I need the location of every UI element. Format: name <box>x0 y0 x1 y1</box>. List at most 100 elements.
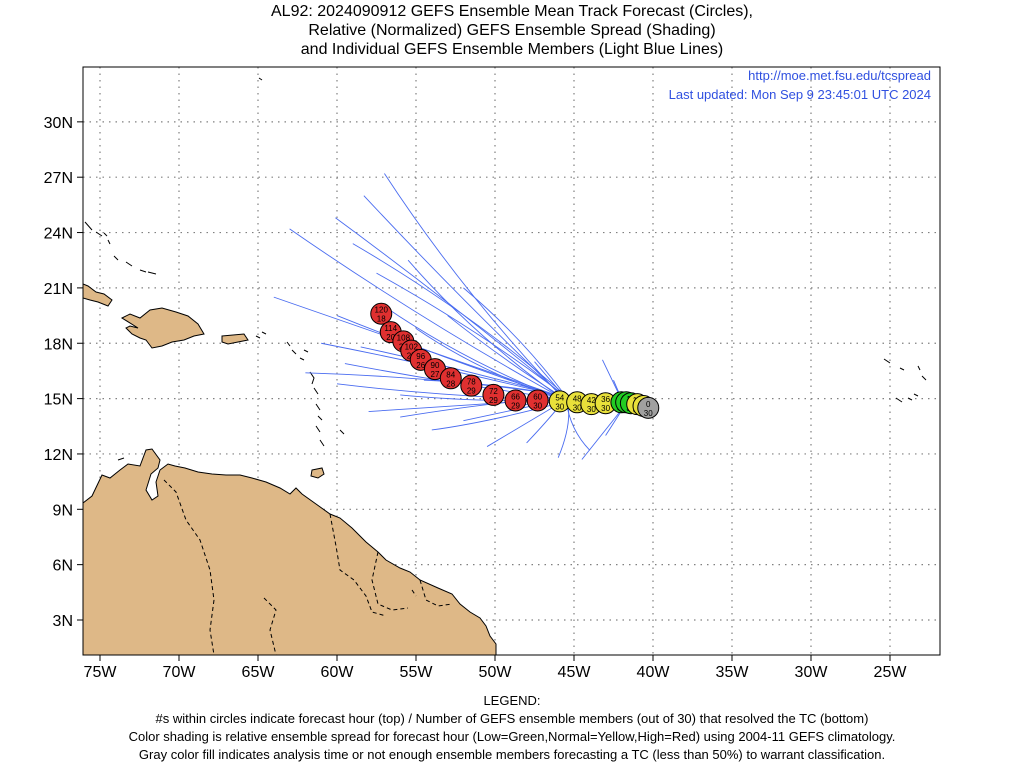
trinidad-island <box>310 467 325 479</box>
lat-tick-label: 30N <box>44 115 73 132</box>
track-hour: 114 <box>384 324 397 333</box>
legend: LEGEND: #s within circles indicate forec… <box>0 692 1024 764</box>
title-line-1: AL92: 2024090912 GEFS Ensemble Mean Trac… <box>271 3 753 20</box>
lon-tick-label: 25W <box>874 664 908 681</box>
track-point: 030 <box>637 396 660 419</box>
track-hour: 54 <box>555 393 564 402</box>
lon-tick-label: 50W <box>479 664 513 681</box>
bahamas-islets <box>103 232 108 237</box>
french-guiana-border <box>419 579 453 607</box>
axis-ticks: 75W 70W 65W 60W 55W 50W 45W 40W 35W 30W 25W 3N 6N 9N 1… <box>44 115 908 681</box>
lon-tick-label: 60W <box>321 664 355 681</box>
track-hour: 84 <box>446 370 455 379</box>
lat-tick-label: 15N <box>44 392 73 409</box>
title-line-3: and Individual GEFS Ensemble Members (Li… <box>300 41 724 58</box>
track-hour: 60 <box>533 392 542 401</box>
track-circle <box>482 383 505 406</box>
lon-tick-label: 40W <box>637 664 671 681</box>
track-members: 27 <box>431 370 440 379</box>
track-members: 29 <box>511 401 520 410</box>
track-hour: 36 <box>601 395 610 404</box>
track-hour: 96 <box>416 352 425 361</box>
legend-heading: LEGEND: <box>483 693 541 708</box>
track-circle <box>526 389 549 412</box>
track-hour: 90 <box>431 361 440 370</box>
track-members: 28 <box>446 379 455 388</box>
legend-line-2: Color shading is relative ensemble sprea… <box>128 729 896 744</box>
source-url[interactable]: http://moe.met.fsu.edu/tcspread <box>748 68 931 83</box>
track-members: 18 <box>377 315 386 324</box>
track-hour: 48 <box>573 394 582 403</box>
lat-tick-label: 24N <box>44 226 73 243</box>
lat-tick-label: 18N <box>44 336 73 353</box>
track-members: 30 <box>555 402 564 411</box>
legend-line-1: #s within circles indicate forecast hour… <box>155 711 869 726</box>
lon-tick-label: 35W <box>716 664 750 681</box>
lat-tick-label: 6N <box>53 558 73 575</box>
track-members: 30 <box>587 405 596 414</box>
chart-title: AL92: 2024090912 GEFS Ensemble Mean Trac… <box>0 2 1024 59</box>
track-hour: 102 <box>405 343 419 352</box>
hispaniola-island <box>120 307 205 349</box>
title-line-2: Relative (Normalized) GEFS Ensemble Spre… <box>308 22 716 39</box>
venezuela-brazil-border <box>263 597 277 655</box>
cuba-island <box>83 283 113 307</box>
legend-line-3: Gray color fill indicates analysis time … <box>138 747 886 762</box>
reservoir <box>411 589 417 597</box>
lat-tick-label: 12N <box>44 447 73 464</box>
track-hour: 108 <box>397 333 411 342</box>
lat-tick-label: 27N <box>44 170 73 187</box>
track-members: 30 <box>573 403 582 412</box>
lon-tick-label: 55W <box>400 664 434 681</box>
cape-verde-islands <box>883 358 927 403</box>
lesser-antilles <box>286 341 345 447</box>
mean-track: 1201811420108241022596269027842878297229… <box>370 302 660 419</box>
lon-tick-label: 45W <box>558 664 592 681</box>
bermuda-island <box>258 77 263 81</box>
track-circle <box>370 302 393 325</box>
bahamas-islands <box>84 221 157 275</box>
virgin-islands <box>255 331 267 339</box>
lon-tick-label: 75W <box>84 664 118 681</box>
track-members: 26 <box>416 361 425 370</box>
last-updated: Last updated: Mon Sep 9 23:45:01 UTC 202… <box>669 87 931 102</box>
track-members: 29 <box>467 387 476 396</box>
country-borders <box>163 479 453 655</box>
small-islands <box>84 77 927 461</box>
track-hour: 72 <box>489 387 498 396</box>
track-hour: 66 <box>511 392 520 401</box>
lon-tick-label: 70W <box>163 664 197 681</box>
lon-tick-label: 65W <box>242 664 276 681</box>
aruba-island <box>117 457 125 461</box>
track-members: 29 <box>489 396 498 405</box>
lat-tick-label: 9N <box>53 502 73 519</box>
track-members: 30 <box>601 404 610 413</box>
lon-tick-label: 30W <box>795 664 829 681</box>
track-hour: 78 <box>467 378 476 387</box>
colombia-venezuela-border <box>163 479 215 655</box>
track-members: 20 <box>386 333 395 342</box>
lat-tick-label: 21N <box>44 281 73 298</box>
track-hour: 42 <box>587 396 596 405</box>
suriname-border <box>371 551 409 611</box>
track-circle <box>504 389 527 412</box>
lat-tick-label: 3N <box>53 613 73 630</box>
track-hour: 0 <box>646 400 651 409</box>
track-circle <box>460 374 483 397</box>
landmasses <box>83 283 497 655</box>
track-hour: 120 <box>375 306 389 315</box>
track-circle <box>637 396 660 419</box>
south-america-landmass <box>83 448 497 655</box>
track-members: 30 <box>644 409 653 418</box>
track-circle <box>439 367 462 390</box>
puerto-rico-island <box>221 333 249 345</box>
